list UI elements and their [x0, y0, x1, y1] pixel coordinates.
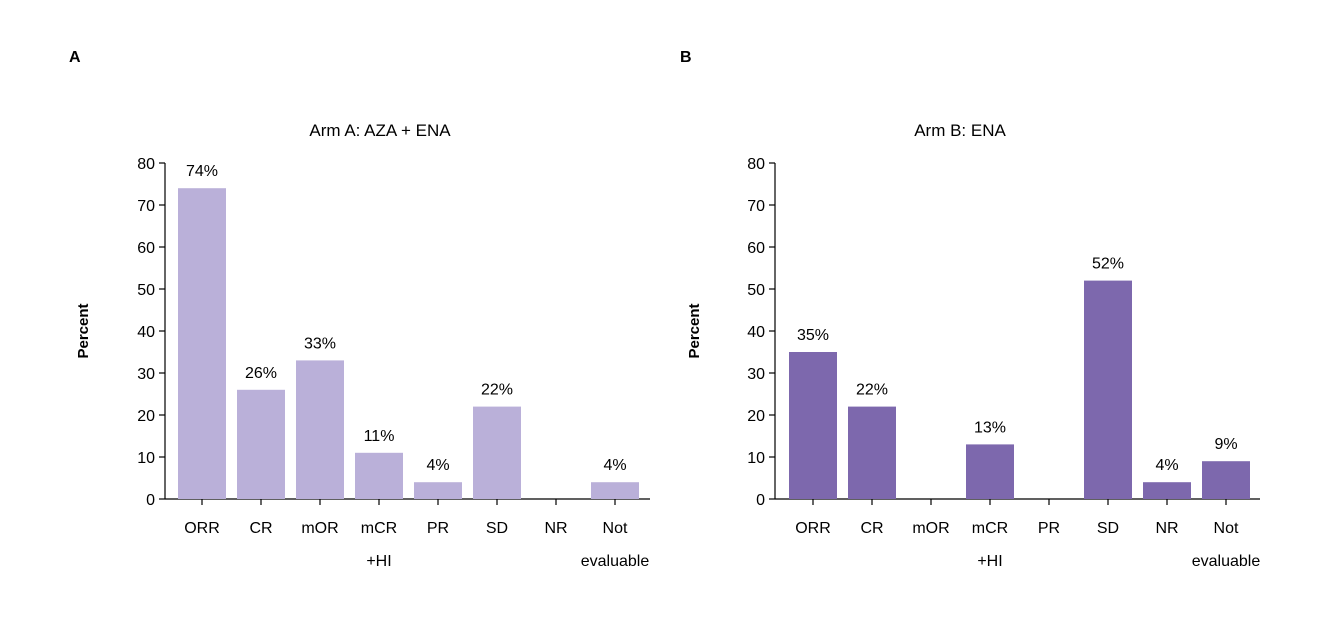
x-tick-label: ORR [184, 520, 220, 537]
x-tick-label: mCR [972, 520, 1008, 537]
x-tick-label: SD [486, 520, 508, 537]
x-tick-label: ORR [795, 520, 831, 537]
data-label: 33% [304, 335, 336, 352]
bar [591, 482, 639, 499]
x-tick-label: NR [544, 520, 567, 537]
y-tick-label: 60 [137, 240, 155, 257]
y-tick-label: 80 [747, 156, 765, 173]
y-tick-label: 30 [747, 366, 765, 383]
y-tick-label: 50 [137, 282, 155, 299]
data-label: 13% [974, 419, 1006, 436]
data-label: 9% [1214, 436, 1237, 453]
x-tick-label: Not [1214, 520, 1239, 537]
x-tick-label-line2: evaluable [1192, 553, 1261, 570]
y-tick-label: 70 [137, 198, 155, 215]
y-tick-label: 30 [137, 366, 155, 383]
bar [1084, 280, 1132, 499]
data-label: 4% [603, 457, 626, 474]
x-tick-label: CR [249, 520, 272, 537]
y-tick-label: 80 [137, 156, 155, 173]
chart-panel-b: B Arm B: ENA Percent 0 10 20 30 40 50 60 70 80 35% OR… [680, 49, 1260, 570]
x-tick-label: Not [603, 520, 628, 537]
x-tick-label: CR [860, 520, 883, 537]
y-tick-label: 50 [747, 282, 765, 299]
y-tick-label: 10 [137, 450, 155, 467]
bar [789, 352, 837, 499]
x-tick-label-line2: +HI [366, 553, 391, 570]
y-axis-label: Percent [75, 303, 92, 358]
x-tick-label: mCR [361, 520, 397, 537]
x-tick-label: NR [1155, 520, 1178, 537]
y-tick-label: 40 [137, 324, 155, 341]
data-label: 35% [797, 327, 829, 344]
bar [1143, 482, 1191, 499]
data-label: 22% [481, 382, 513, 399]
data-label: 4% [426, 457, 449, 474]
bar [1202, 461, 1250, 499]
data-label: 52% [1092, 256, 1124, 273]
x-tick-label: mOR [301, 520, 338, 537]
panel-letter: A [69, 49, 81, 66]
bar [178, 188, 226, 499]
bar [848, 406, 896, 499]
bar [296, 360, 344, 499]
y-tick-label: 0 [146, 492, 155, 509]
x-tick-label-line2: +HI [977, 553, 1002, 570]
y-tick-label: 20 [747, 408, 765, 425]
y-tick-label: 0 [756, 492, 765, 509]
bar [966, 444, 1014, 499]
y-tick-label: 70 [747, 198, 765, 215]
bar [355, 452, 403, 499]
x-tick-label: mOR [912, 520, 949, 537]
data-label: 26% [245, 365, 277, 382]
chart-title: Arm A: AZA + ENA [309, 121, 451, 140]
x-tick-label-line2: evaluable [581, 553, 650, 570]
bar [473, 406, 521, 499]
x-tick-label: PR [1038, 520, 1060, 537]
y-axis-label: Percent [686, 303, 703, 358]
x-tick-label: PR [427, 520, 449, 537]
y-tick-label: 40 [747, 324, 765, 341]
bar [414, 482, 462, 499]
chart-title: Arm B: ENA [914, 121, 1006, 140]
bar [237, 389, 285, 499]
data-label: 11% [364, 428, 395, 445]
y-tick-label: 20 [137, 408, 155, 425]
data-label: 22% [856, 382, 888, 399]
panel-letter: B [680, 49, 692, 66]
x-tick-label: SD [1097, 520, 1119, 537]
data-label: 4% [1155, 457, 1178, 474]
chart-panel-a: A Arm A: AZA + ENA Percent 0 10 20 30 40 50 60 70 8… [69, 49, 650, 570]
y-tick-label: 10 [747, 450, 765, 467]
y-tick-label: 60 [747, 240, 765, 257]
data-label: 74% [186, 163, 218, 180]
